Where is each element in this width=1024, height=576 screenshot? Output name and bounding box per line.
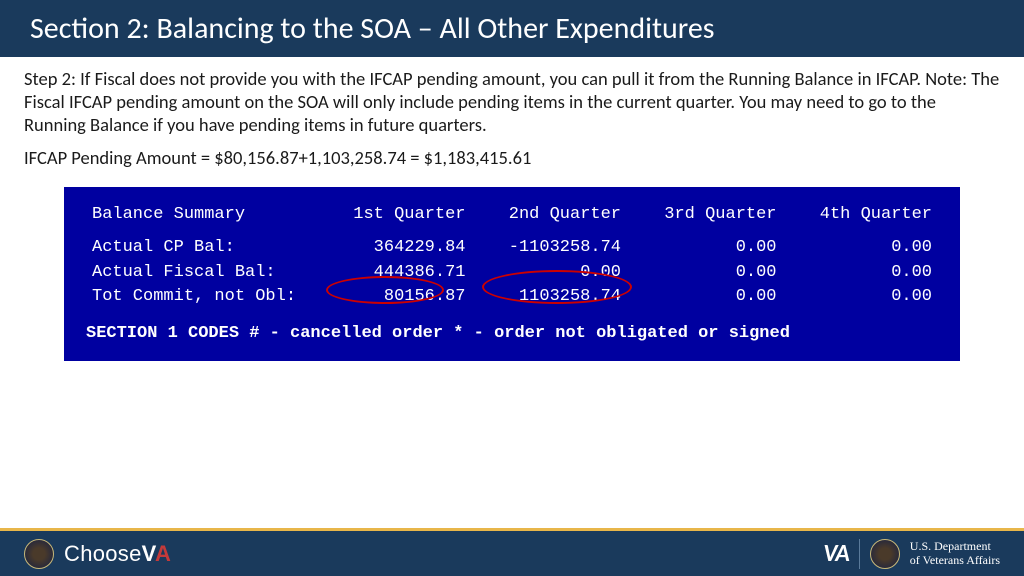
- step-paragraph: Step 2: If Fiscal does not provide you w…: [24, 67, 1000, 136]
- slide-content: Step 2: If Fiscal does not provide you w…: [0, 57, 1024, 361]
- cell: -1103258.74: [472, 236, 628, 261]
- table-row: Actual Fiscal Bal: 444386.71 0.00 0.00 0…: [86, 261, 938, 286]
- cell: 0.00: [627, 285, 783, 310]
- row-label: Actual Fiscal Bal:: [86, 261, 316, 286]
- cell: 0.00: [472, 261, 628, 286]
- choose-a: A: [155, 541, 171, 566]
- terminal-screenshot: Balance Summary 1st Quarter 2nd Quarter …: [64, 187, 960, 360]
- col-q4: 4th Quarter: [783, 203, 939, 236]
- table-row: Actual CP Bal: 364229.84 -1103258.74 0.0…: [86, 236, 938, 261]
- choose-va-logo: ChooseVA: [64, 541, 171, 567]
- footer-left: ChooseVA: [24, 539, 171, 569]
- slide-footer: ChooseVA VA U.S. Department of Veterans …: [0, 528, 1024, 576]
- choose-text: Choose: [64, 541, 142, 566]
- col-q1: 1st Quarter: [316, 203, 472, 236]
- summary-header: Balance Summary: [86, 203, 316, 236]
- cell: 444386.71: [316, 261, 472, 286]
- table-row: Tot Commit, not Obl: 80156.87 1103258.74…: [86, 285, 938, 310]
- cell: 0.00: [627, 236, 783, 261]
- va-wordmark: VA: [823, 539, 849, 568]
- cell: 364229.84: [316, 236, 472, 261]
- dept-line2: of Veterans Affairs: [910, 554, 1000, 568]
- balance-summary-table: Balance Summary 1st Quarter 2nd Quarter …: [86, 203, 938, 310]
- cell: 0.00: [783, 285, 939, 310]
- section-codes-line: SECTION 1 CODES # - cancelled order * - …: [86, 322, 938, 347]
- footer-right: VA U.S. Department of Veterans Affairs: [823, 539, 1000, 569]
- cell: 1103258.74: [472, 285, 628, 310]
- dept-text: U.S. Department of Veterans Affairs: [910, 540, 1000, 568]
- slide-title: Section 2: Balancing to the SOA – All Ot…: [30, 10, 715, 47]
- row-label: Tot Commit, not Obl:: [86, 285, 316, 310]
- cell: 80156.87: [316, 285, 472, 310]
- dept-seal-icon: [870, 539, 900, 569]
- cell: 0.00: [783, 236, 939, 261]
- footer-divider: [859, 539, 860, 569]
- choose-v: V: [142, 541, 155, 566]
- cell: 0.00: [783, 261, 939, 286]
- formula-line: IFCAP Pending Amount = $80,156.87+1,103,…: [24, 146, 1000, 169]
- col-q2: 2nd Quarter: [472, 203, 628, 236]
- cell: 0.00: [627, 261, 783, 286]
- slide-title-band: Section 2: Balancing to the SOA – All Ot…: [0, 0, 1024, 57]
- row-label: Actual CP Bal:: [86, 236, 316, 261]
- col-q3: 3rd Quarter: [627, 203, 783, 236]
- dept-line1: U.S. Department: [910, 540, 1000, 554]
- va-seal-icon: [24, 539, 54, 569]
